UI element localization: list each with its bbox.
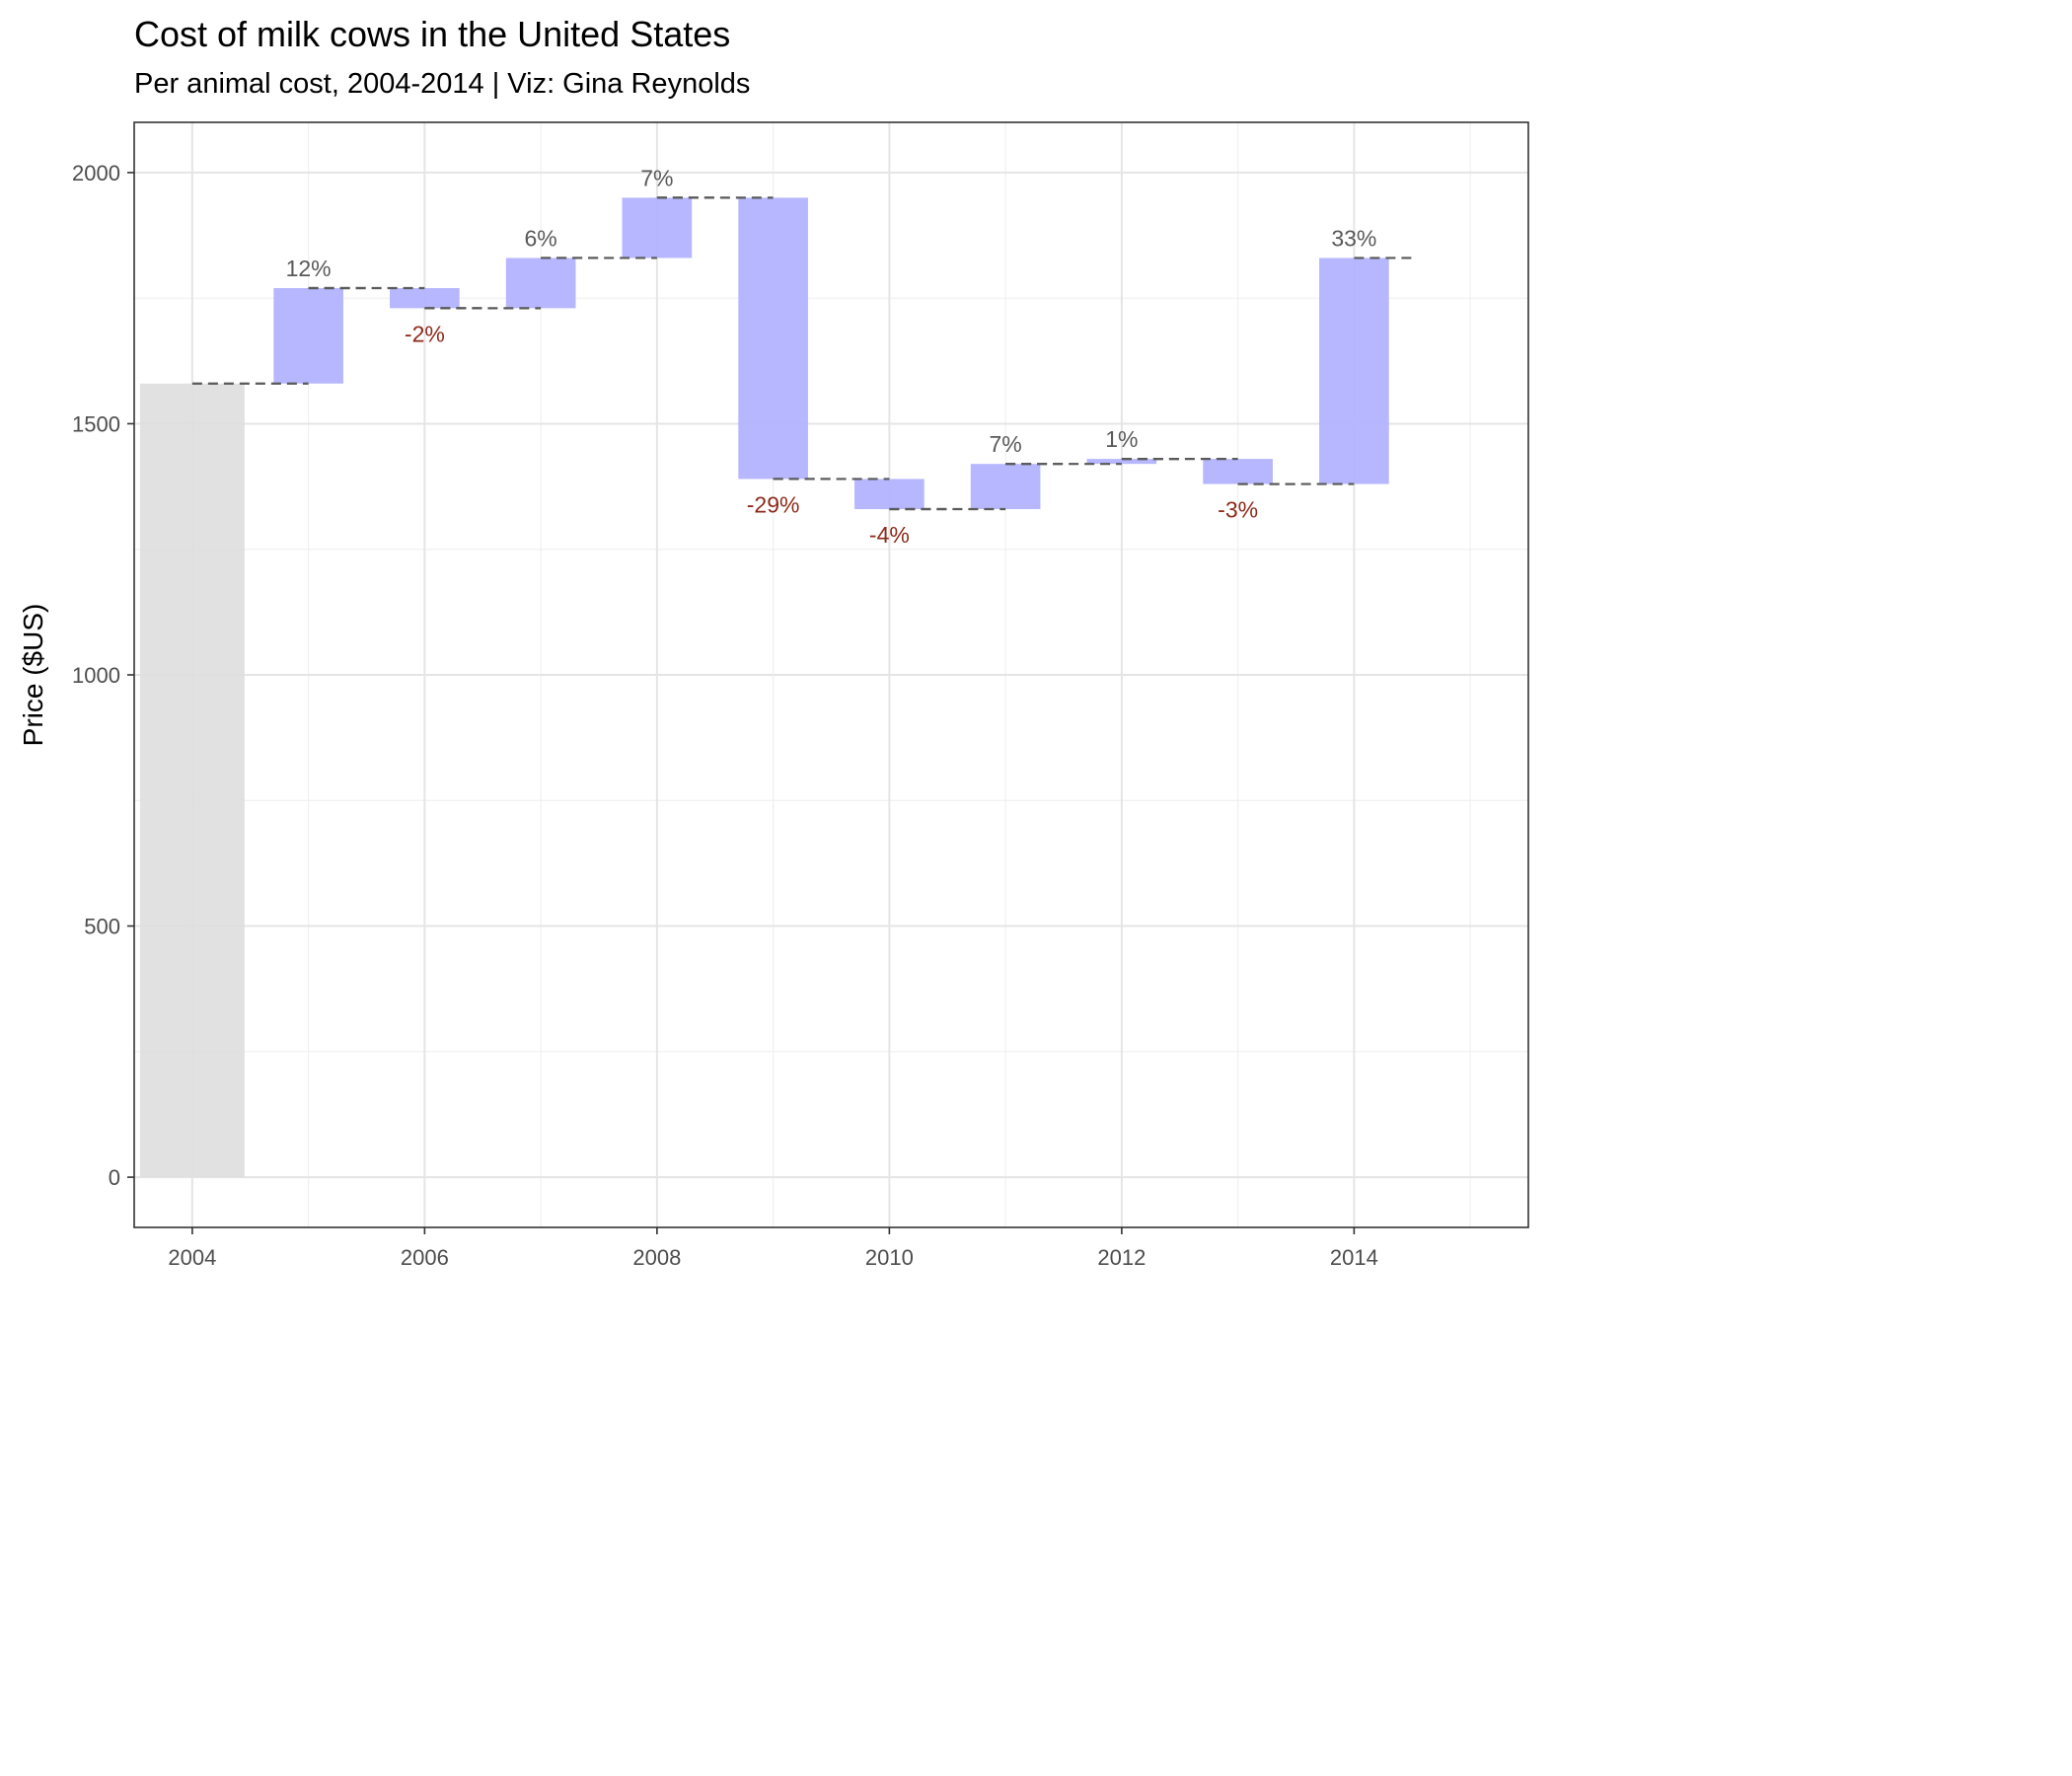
connector-lines — [191, 196, 1413, 511]
step-bar-2008 — [622, 197, 693, 259]
step-bar-2009 — [738, 197, 808, 480]
bar-labels: 12% -2% 6% 7% -29% -4% 7% 1% -3% 33% — [286, 165, 1377, 548]
change-label-2014: 33% — [1331, 225, 1376, 251]
step-bar-2007 — [505, 258, 576, 309]
y-tick-label: 1000 — [72, 663, 120, 688]
step-bar-2005 — [273, 288, 343, 384]
waterfall-chart: 12% -2% 6% 7% -29% -4% 7% 1% -3% 33% 0 500 1000 1500… — [18, 121, 1529, 1270]
x-tick-label: 2010 — [865, 1245, 914, 1270]
step-bar-2010 — [854, 479, 925, 509]
x-tick-label: 2006 — [401, 1245, 449, 1270]
step-bar-2014 — [1319, 258, 1389, 484]
y-tick-label: 1500 — [72, 411, 120, 436]
change-label-2013: -3% — [1218, 497, 1258, 523]
base-bar-2004 — [139, 383, 245, 1178]
change-label-2009: -29% — [747, 491, 800, 517]
x-tick-label: 2014 — [1330, 1245, 1378, 1270]
chart-title: Cost of milk cows in the United States — [134, 14, 731, 54]
change-label-2005: 12% — [286, 256, 332, 281]
change-label-2011: 7% — [990, 431, 1022, 457]
y-axis: 0 500 1000 1500 2000 — [72, 161, 134, 1190]
x-axis: 2004 2006 2008 2010 2012 2014 — [168, 1227, 1378, 1270]
y-tick-label: 500 — [84, 915, 120, 939]
step-bar-2006 — [390, 288, 460, 309]
step-bar-2012 — [1086, 459, 1157, 465]
step-bar-2013 — [1203, 459, 1273, 484]
y-tick-label: 0 — [109, 1165, 120, 1190]
x-tick-label: 2012 — [1097, 1245, 1146, 1270]
bars — [139, 197, 1389, 1178]
change-label-2007: 6% — [525, 225, 557, 251]
change-label-2010: -4% — [869, 522, 910, 548]
x-tick-label: 2008 — [632, 1245, 681, 1270]
y-tick-label: 2000 — [72, 161, 120, 185]
change-label-2008: 7% — [640, 165, 673, 190]
change-label-2012: 1% — [1105, 426, 1138, 452]
x-tick-label: 2004 — [168, 1245, 216, 1270]
step-bar-2011 — [970, 464, 1041, 509]
y-axis-title: Price ($US) — [18, 604, 48, 747]
chart-subtitle: Per animal cost, 2004-2014 | Viz: Gina R… — [134, 68, 751, 100]
change-label-2006: -2% — [405, 321, 445, 346]
